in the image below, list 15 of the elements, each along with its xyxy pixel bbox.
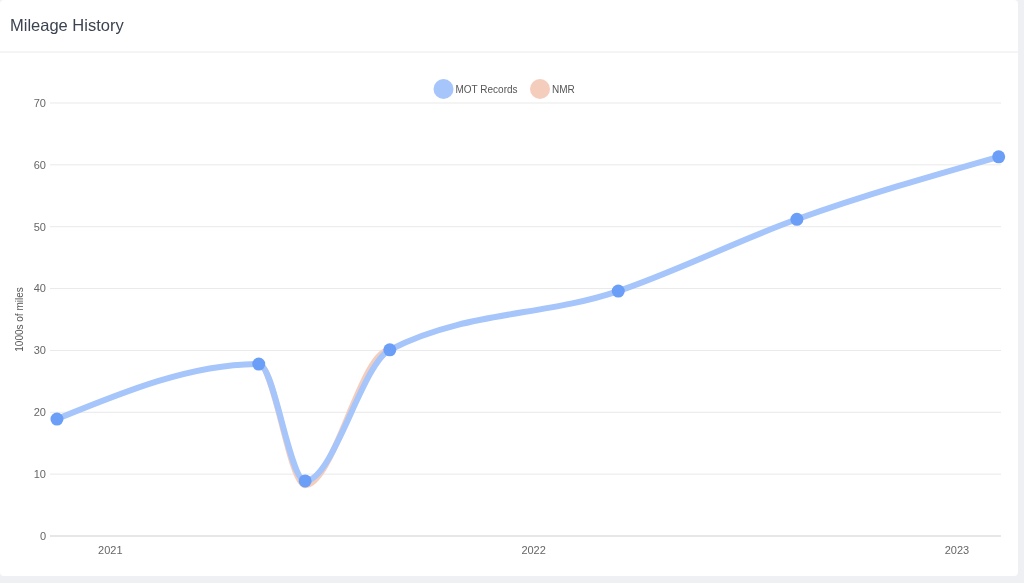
y-tick-label: 50 xyxy=(33,220,46,233)
y-tick-label: 20 xyxy=(33,406,46,419)
y-tick-label: 10 xyxy=(33,467,46,480)
y-tick-label: 0 xyxy=(39,529,46,542)
y-tick-label: 30 xyxy=(33,344,46,357)
x-tick-label: 2023 xyxy=(944,544,970,556)
legend-label: NMR xyxy=(552,83,575,95)
y-tick-label: 40 xyxy=(33,282,46,295)
x-tick-label: 2022 xyxy=(521,544,546,556)
y-tick-label: 70 xyxy=(33,96,46,109)
chart-title: Mileage History xyxy=(10,16,125,34)
y-tick-label: 60 xyxy=(33,158,46,171)
y-axis-title: 1000s of miles xyxy=(14,287,25,352)
legend-label: MOT Records xyxy=(455,83,518,95)
x-tick-label: 2021 xyxy=(98,544,123,556)
